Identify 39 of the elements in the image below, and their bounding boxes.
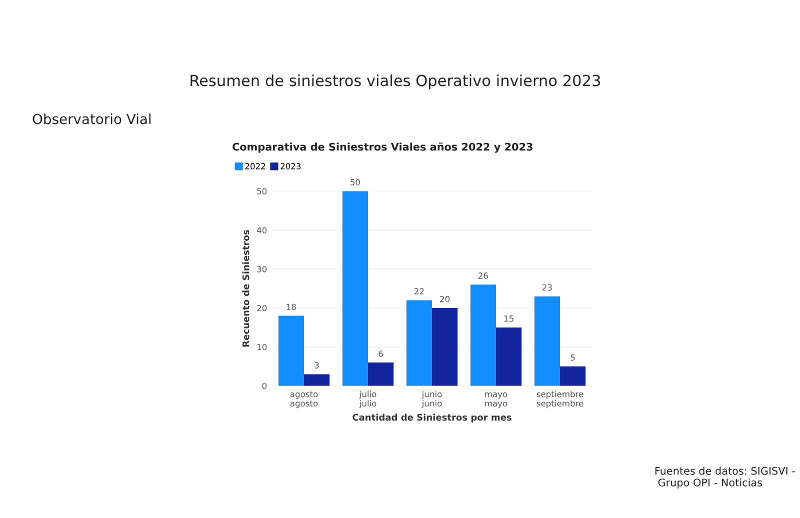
y-tick-label: 0 — [262, 382, 267, 390]
y-tick-label: 20 — [257, 304, 267, 312]
data-label: 5 — [570, 354, 575, 361]
bar — [342, 191, 368, 386]
x-tick-label: agosto agosto — [290, 391, 318, 408]
bar — [534, 296, 560, 386]
bar — [432, 308, 458, 386]
x-tick-label: septiembre septiembre — [536, 390, 584, 408]
legend-label: 2023 — [280, 163, 301, 170]
y-tick-label: 30 — [257, 266, 267, 272]
y-axis-title: Recuento de Siniestros — [242, 230, 250, 347]
bar — [304, 374, 330, 386]
data-label: 20 — [440, 296, 450, 302]
data-label: 50 — [350, 179, 360, 186]
y-tick-label: 10 — [257, 344, 267, 350]
source-note: Fuentes de datos: SIGISVI - Grupo OPI - Noticias — [655, 466, 795, 488]
data-label: 18 — [286, 304, 296, 310]
bar — [496, 327, 522, 386]
x-tick-label: junio junio — [422, 390, 442, 408]
chart-title: Comparativa de Siniestros Viales años 2022 y 2023 — [232, 142, 532, 153]
bar — [368, 362, 394, 386]
legend-label: 2022 — [245, 163, 266, 170]
x-axis-title: Cantidad de Siniestros por mes — [352, 414, 512, 422]
x-tick-label: mayo mayo — [485, 392, 508, 408]
text: Observatorio Vial — [32, 113, 151, 124]
data-label: 6 — [378, 350, 383, 357]
y-tick-label: 50 — [257, 188, 267, 194]
bar — [406, 300, 432, 386]
data-label: 22 — [414, 288, 424, 294]
data-label: 15 — [504, 316, 514, 322]
chart-subtitle: Resumen de siniestros viales Operativo invierno 2023 — [190, 74, 600, 90]
data-label: 3 — [314, 362, 319, 368]
bar — [560, 366, 586, 386]
data-label: 23 — [542, 284, 552, 291]
bar — [278, 316, 304, 386]
data-label: 26 — [478, 272, 488, 279]
y-tick-label: 40 — [256, 227, 267, 234]
bar — [470, 284, 496, 386]
x-tick-label: julio julio — [359, 390, 376, 408]
